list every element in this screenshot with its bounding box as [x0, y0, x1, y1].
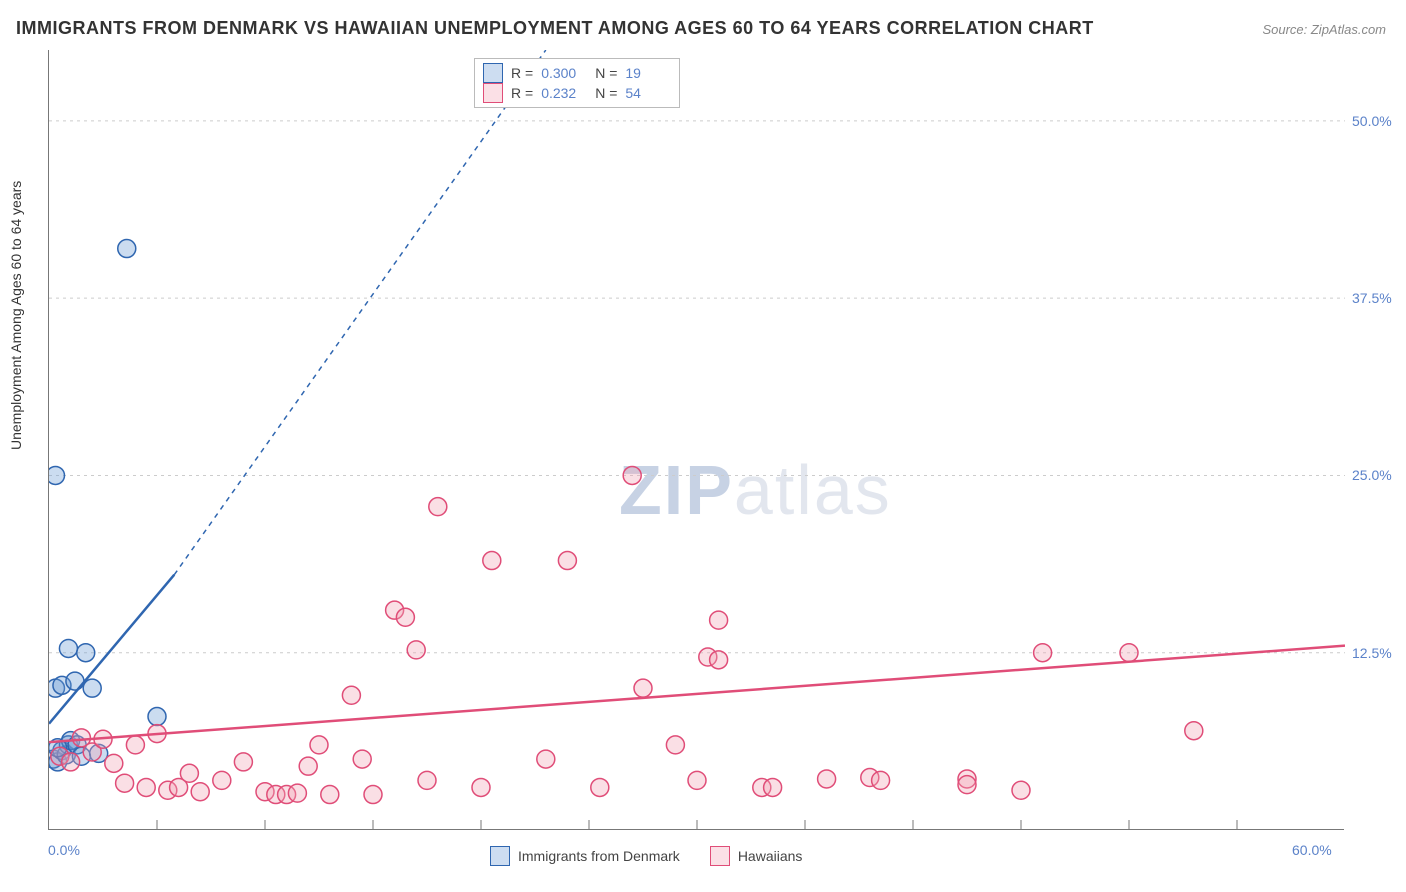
legend-n-value: 54	[625, 85, 671, 101]
y-tick-label: 12.5%	[1352, 645, 1392, 661]
y-tick-label: 50.0%	[1352, 113, 1392, 129]
legend-swatch	[490, 846, 510, 866]
source-attribution: Source: ZipAtlas.com	[1262, 22, 1386, 37]
y-axis-label: Unemployment Among Ages 60 to 64 years	[8, 181, 24, 450]
x-tick-label: 60.0%	[1292, 842, 1332, 858]
series-legend: Immigrants from Denmark Hawaiians	[490, 846, 802, 866]
legend-swatch	[483, 83, 503, 103]
legend-r-label: R =	[511, 85, 533, 101]
chart-svg	[49, 50, 1345, 830]
legend-r-value: 0.300	[541, 65, 587, 81]
legend-n-label: N =	[595, 65, 617, 81]
legend-n-label: N =	[595, 85, 617, 101]
legend-swatch	[483, 63, 503, 83]
legend-r-value: 0.232	[541, 85, 587, 101]
series-legend-item-denmark: Immigrants from Denmark	[490, 846, 680, 866]
x-tick-label: 0.0%	[48, 842, 80, 858]
correlation-legend: R = 0.300 N = 19 R = 0.232 N = 54	[474, 58, 680, 108]
legend-r-label: R =	[511, 65, 533, 81]
series-legend-label: Immigrants from Denmark	[518, 848, 680, 864]
y-tick-label: 37.5%	[1352, 290, 1392, 306]
legend-n-value: 19	[625, 65, 671, 81]
plot-area: ZIPatlas	[48, 50, 1344, 830]
chart-title: IMMIGRANTS FROM DENMARK VS HAWAIIAN UNEM…	[16, 18, 1094, 39]
series-legend-label: Hawaiians	[738, 848, 803, 864]
legend-row-hawaiians: R = 0.232 N = 54	[483, 83, 671, 103]
legend-row-denmark: R = 0.300 N = 19	[483, 63, 671, 83]
chart-container: IMMIGRANTS FROM DENMARK VS HAWAIIAN UNEM…	[0, 0, 1406, 892]
y-tick-label: 25.0%	[1352, 467, 1392, 483]
series-legend-item-hawaiians: Hawaiians	[710, 846, 803, 866]
legend-swatch	[710, 846, 730, 866]
